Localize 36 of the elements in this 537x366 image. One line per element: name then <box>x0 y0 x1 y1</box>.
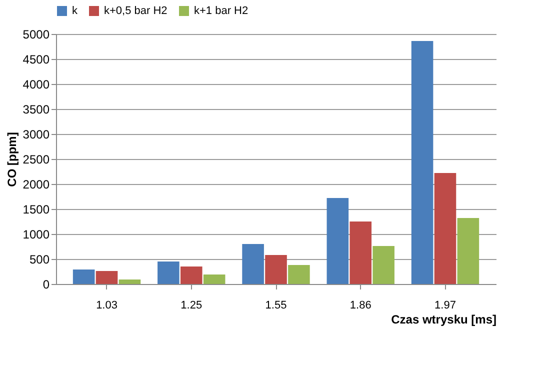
x-tick-label: 1.97 <box>434 300 456 312</box>
y-tick-label: 4500 <box>22 52 50 66</box>
y-tick-label: 5000 <box>22 28 50 42</box>
bar <box>288 265 310 284</box>
bar <box>180 266 202 284</box>
bar <box>457 218 480 284</box>
y-tick-label: 0 <box>42 278 50 292</box>
y-tick-label: 3000 <box>22 128 50 142</box>
x-tick-label: 1.03 <box>96 300 118 312</box>
y-tick-label: 4000 <box>22 78 50 92</box>
legend-label: k+0,5 bar H2 <box>104 5 168 17</box>
bar <box>326 198 349 284</box>
bar <box>118 280 141 284</box>
bar <box>372 246 394 284</box>
bar <box>158 262 180 284</box>
bar <box>434 173 456 284</box>
bar <box>265 255 287 284</box>
x-tick-label: 1.86 <box>350 300 372 312</box>
x-tick-label: 1.25 <box>180 300 202 312</box>
y-tick-label: 1500 <box>22 202 50 216</box>
y-axis-title: CO [ppm] <box>4 132 19 187</box>
bar <box>72 270 95 284</box>
y-tick-label: 3500 <box>22 102 50 116</box>
y-tick-label: 1000 <box>22 228 50 242</box>
bar <box>411 41 434 284</box>
bar <box>242 244 264 284</box>
bar <box>96 271 118 284</box>
bar <box>350 222 372 284</box>
legend-label: k <box>72 5 78 17</box>
y-tick-label: 2000 <box>22 178 50 192</box>
legend-label: k+1 bar H2 <box>194 5 248 17</box>
x-axis-title: Czas wtrysku [ms] <box>391 312 496 326</box>
y-tick-label: 500 <box>29 252 50 266</box>
x-tick-label: 1.55 <box>265 300 287 312</box>
y-tick-label: 2500 <box>22 152 50 166</box>
bar <box>203 274 226 284</box>
